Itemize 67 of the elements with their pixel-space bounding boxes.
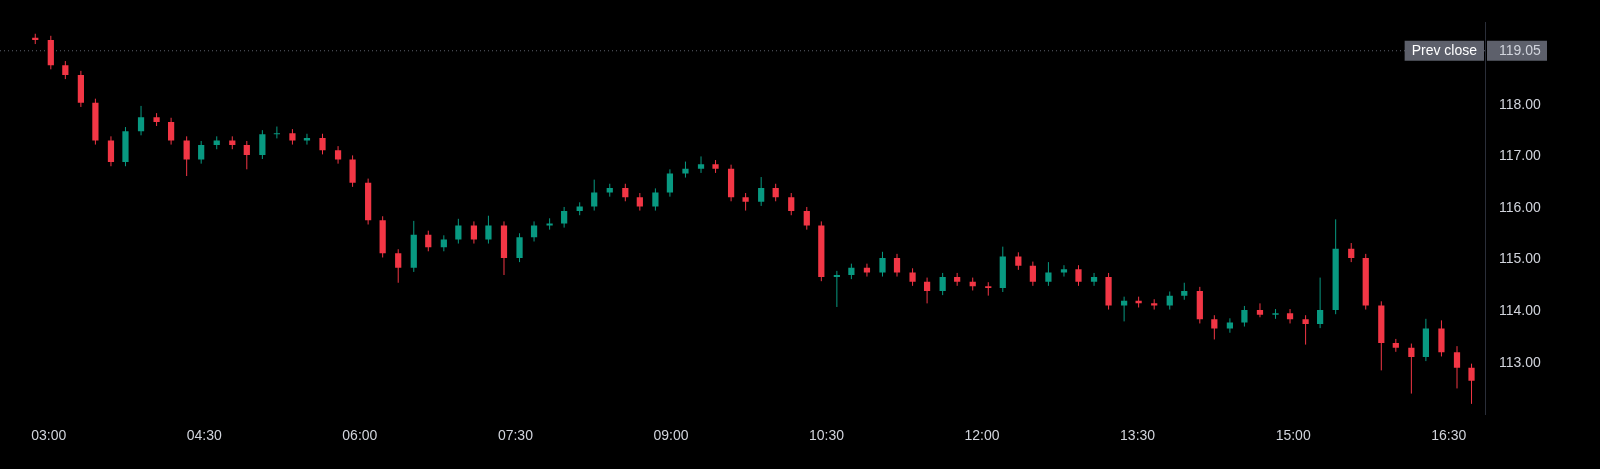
candlestick [62, 60, 69, 80]
candlestick [985, 281, 992, 297]
candlestick [1256, 302, 1264, 318]
candlestick [1348, 242, 1355, 263]
candlestick [833, 270, 840, 308]
candlestick [1211, 314, 1218, 340]
x-tick-label: 10:30 [808, 427, 845, 444]
y-tick-label: 113.00 [1499, 353, 1541, 370]
x-tick-label: 12:00 [964, 427, 1000, 444]
candlestick [1408, 343, 1415, 395]
candlestick [1060, 264, 1068, 278]
candlestick [516, 232, 523, 263]
x-tick-label: 15:00 [1275, 427, 1311, 444]
x-tick-label: 06:00 [342, 427, 378, 444]
candlestick [395, 248, 402, 284]
y-tick-label: 118.00 [1499, 95, 1541, 112]
x-tick-label: 09:00 [653, 427, 689, 444]
x-tick-label: 16:30 [1431, 427, 1467, 444]
y-tick-label: 117.00 [1499, 147, 1541, 164]
candlestick [470, 220, 478, 245]
ref-line-label: Prev close [1411, 41, 1478, 58]
candlestick [349, 154, 356, 188]
candlestick [652, 187, 659, 212]
candlestick [758, 176, 765, 207]
candlestick [788, 192, 795, 216]
candlestick [243, 140, 250, 170]
candlestick [893, 253, 901, 278]
candlestick [425, 230, 432, 252]
candlestick [1241, 305, 1248, 328]
candlestick [107, 135, 115, 167]
y-tick-label: 114.00 [1499, 301, 1541, 318]
candlestick [273, 126, 280, 139]
x-tick-label: 04:30 [186, 427, 223, 444]
candlestick [1453, 345, 1461, 389]
candlestick [1151, 298, 1158, 311]
candlestick [1029, 261, 1036, 287]
candlestick [198, 140, 205, 165]
candlestick [879, 251, 886, 278]
candlestick [1045, 261, 1052, 287]
candlestick [168, 117, 175, 146]
candlestick [939, 272, 946, 296]
candlestick [1075, 264, 1082, 287]
y-tick-label: 116.00 [1499, 198, 1541, 215]
candlestick [1302, 314, 1309, 346]
candlestick [485, 215, 492, 245]
x-tick-label: 13:30 [1120, 427, 1156, 444]
candlestick [1468, 363, 1475, 405]
x-tick-label: 03:00 [31, 427, 67, 444]
candlestick [319, 133, 326, 155]
candlestick [1226, 317, 1234, 334]
candlestick [1286, 308, 1294, 324]
candlestick [923, 277, 931, 304]
candlestick [137, 105, 145, 136]
candlestick [697, 155, 705, 174]
candlestick [183, 135, 190, 177]
candlestick [1317, 277, 1324, 329]
candlestick [666, 168, 674, 198]
y-tick-label: 119.05 [1499, 41, 1541, 58]
candlestick [591, 179, 598, 212]
candlestick [1438, 319, 1445, 357]
x-tick-label: 07:30 [497, 427, 534, 444]
candlestick [259, 129, 266, 160]
candlestick [803, 206, 810, 231]
y-tick-label: 115.00 [1499, 250, 1541, 267]
candlestick [455, 218, 462, 245]
candlestick [561, 206, 568, 229]
candlestick [1090, 272, 1098, 287]
